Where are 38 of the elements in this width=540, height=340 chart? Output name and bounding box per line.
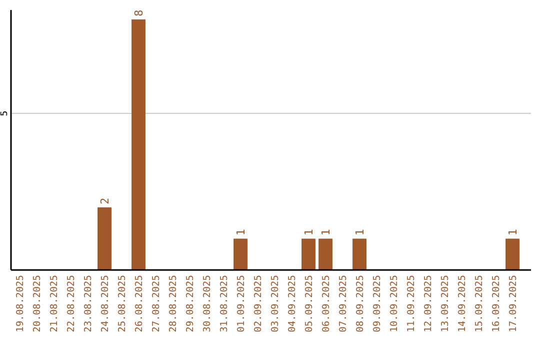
x-tick-label: 10.09.2025 (389, 275, 400, 332)
x-tick-label: 25.08.2025 (117, 275, 128, 332)
x-tick-label: 31.08.2025 (219, 275, 230, 332)
x-tick-label: 27.08.2025 (151, 275, 162, 332)
x-tick-label: 12.09.2025 (423, 275, 434, 332)
data-label: 8 (132, 10, 146, 16)
x-tick-label: 13.09.2025 (440, 275, 451, 332)
data-label: 2 (98, 198, 112, 204)
x-tick-label: 15.09.2025 (474, 275, 485, 332)
x-tick-label: 23.08.2025 (83, 275, 94, 332)
x-tick-label: 01.09.2025 (236, 275, 247, 332)
x-tick-label: 30.08.2025 (202, 275, 213, 332)
x-tick-label: 17.09.2025 (508, 275, 519, 332)
x-tick-label: 19.08.2025 (15, 275, 26, 332)
x-tick-label: 22.08.2025 (66, 275, 77, 332)
x-tick-label: 05.09.2025 (304, 275, 315, 332)
data-label: 1 (302, 229, 316, 236)
x-tick-label: 03.09.2025 (270, 275, 281, 332)
x-tick-label: 06.09.2025 (321, 275, 332, 332)
y-tick-label: 5 (0, 110, 10, 116)
data-label: 1 (234, 229, 248, 236)
x-tick-label: 16.09.2025 (491, 275, 502, 332)
x-tick-label: 11.09.2025 (406, 275, 417, 332)
x-tick-label: 20.08.2025 (32, 275, 43, 332)
x-tick-label: 24.08.2025 (100, 275, 111, 332)
x-tick-label: 29.08.2025 (185, 275, 196, 332)
x-tick-label: 02.09.2025 (253, 275, 264, 332)
x-tick-label: 08.09.2025 (355, 275, 366, 332)
data-label: 1 (506, 229, 520, 236)
x-tick-label: 09.09.2025 (372, 275, 383, 332)
data-label: 1 (320, 229, 332, 236)
x-tick-label: 07.09.2025 (338, 275, 349, 332)
data-label: 1 (354, 229, 366, 236)
x-tick-label: 14.09.2025 (457, 275, 468, 332)
x-tick-label: 28.08.2025 (168, 275, 179, 332)
x-tick-label: 04.09.2025 (287, 275, 298, 332)
x-tick-label: 26.08.2025 (134, 275, 145, 332)
x-tick-label: 21.08.2025 (49, 275, 60, 332)
